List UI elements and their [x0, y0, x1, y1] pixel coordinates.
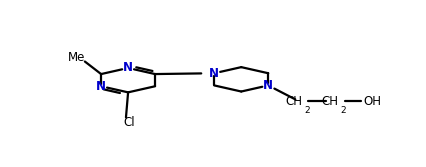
Text: N: N [96, 80, 106, 93]
Text: CH: CH [285, 95, 302, 108]
Text: N: N [263, 79, 273, 92]
Text: 2: 2 [340, 106, 345, 115]
Text: CH: CH [321, 95, 338, 108]
Text: N: N [209, 67, 219, 80]
Text: Me: Me [68, 51, 85, 64]
Text: N: N [123, 61, 133, 74]
Text: Cl: Cl [123, 116, 135, 129]
Text: OH: OH [363, 95, 380, 108]
Text: 2: 2 [303, 106, 309, 115]
